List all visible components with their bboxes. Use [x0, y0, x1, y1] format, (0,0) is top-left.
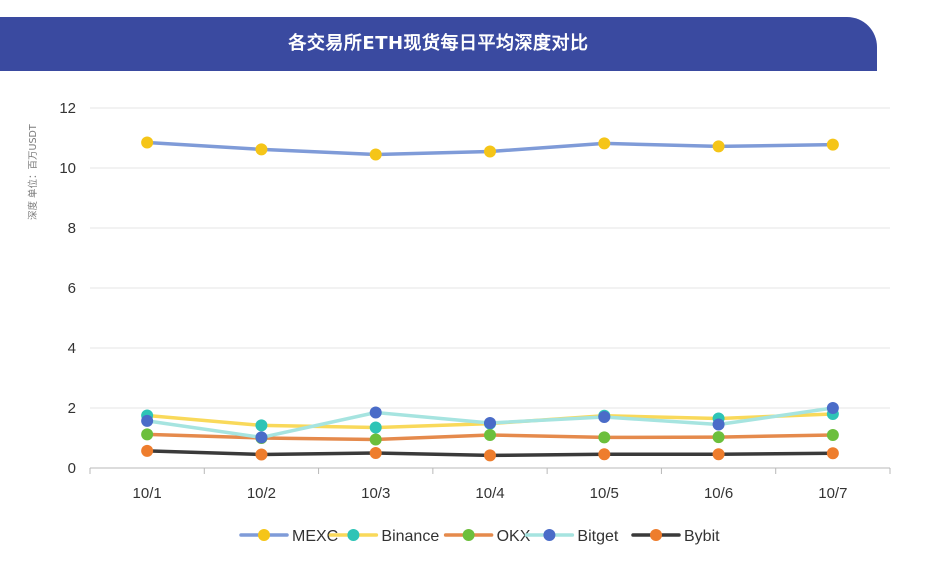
data-point-mexc	[141, 136, 154, 149]
data-point-bybit	[369, 447, 382, 459]
data-point-bitget	[484, 417, 496, 429]
y-tick-label: 8	[68, 220, 76, 237]
data-point-mexc	[484, 145, 496, 158]
data-point-bybit	[484, 449, 496, 462]
legend-label: Binance	[381, 528, 439, 545]
y-tick-label: 6	[68, 280, 76, 297]
data-point-mexc	[712, 140, 725, 153]
legend-swatch-marker	[650, 529, 662, 541]
x-tick-label: 10/2	[247, 485, 276, 502]
data-point-bybit	[826, 447, 839, 460]
data-point-okx	[484, 429, 496, 441]
data-point-mexc	[369, 148, 382, 161]
legend-swatch-marker	[347, 529, 360, 541]
legend-swatch-marker	[462, 529, 475, 541]
y-tick-label: 4	[68, 340, 76, 357]
data-point-binance	[255, 419, 268, 432]
x-tick-label: 10/7	[818, 485, 847, 502]
y-tick-label: 10	[59, 160, 76, 177]
data-point-mexc	[255, 143, 268, 156]
data-point-bybit	[255, 448, 268, 461]
x-tick-label: 10/6	[704, 485, 733, 502]
legend-label: MEXC	[292, 528, 338, 545]
data-point-bitget	[369, 406, 382, 419]
x-tick-label: 10/4	[475, 485, 504, 502]
legend-label: Bybit	[684, 528, 720, 545]
legend-label: Bitget	[577, 528, 618, 545]
data-point-bitget	[712, 418, 725, 431]
chart-header-banner: 各交易所ETH现货每日平均深度对比	[0, 17, 877, 71]
data-point-okx	[141, 428, 154, 441]
data-point-bitget	[141, 414, 154, 427]
x-tick-label: 10/3	[361, 485, 390, 502]
data-point-mexc	[598, 137, 611, 150]
data-point-okx	[826, 429, 839, 441]
y-tick-label: 12	[59, 100, 76, 117]
data-point-okx	[598, 431, 611, 444]
x-tick-label: 10/5	[590, 485, 619, 502]
data-point-okx	[712, 431, 725, 444]
data-point-bitget	[255, 431, 268, 444]
y-tick-label: 2	[68, 400, 76, 417]
legend-label: OKX	[497, 528, 531, 545]
legend-swatch-marker	[543, 529, 556, 541]
data-point-bybit	[598, 448, 611, 461]
data-point-mexc	[826, 138, 839, 151]
y-tick-label: 0	[68, 460, 76, 477]
data-point-okx	[369, 433, 382, 446]
data-point-bybit	[141, 444, 154, 457]
data-point-bitget	[826, 402, 839, 414]
data-point-binance	[369, 421, 382, 434]
legend-swatch-marker	[258, 529, 270, 541]
x-tick-label: 10/1	[133, 485, 162, 502]
data-point-bybit	[712, 448, 725, 461]
chart-title: 各交易所ETH现货每日平均深度对比	[288, 33, 589, 54]
data-point-bitget	[598, 411, 611, 423]
